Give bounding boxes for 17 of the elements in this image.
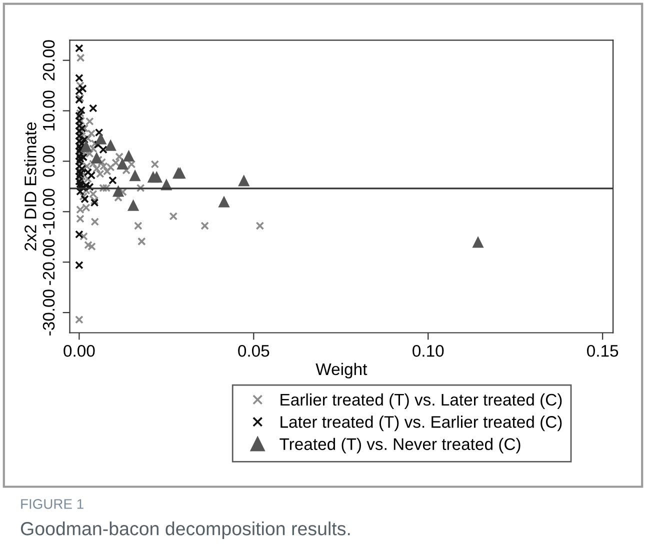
x-axis-title: Weight — [316, 362, 368, 378]
y-tick-label: 0.00 — [42, 146, 55, 177]
x-tick-label: 0.05 — [238, 344, 270, 357]
x-tick-label: 0.00 — [64, 344, 95, 357]
x-tick-label: 0.15 — [587, 344, 618, 357]
legend-label: Earlier treated (T) vs. Later treated (C) — [280, 393, 562, 409]
x-tick-label: 0.10 — [412, 344, 444, 357]
y-axis-title: 2x2 DID Estimate — [24, 122, 36, 250]
y-tick-label: 20.00 — [42, 40, 55, 80]
caption: FIGURE 1 — [21, 499, 84, 509]
y-tick-label: -20.00 — [42, 239, 55, 286]
text: Goodman-bacon decomposition results. — [20, 522, 350, 540]
y-tick-label: 10.00 — [42, 90, 55, 130]
y-tick-label: -10.00 — [42, 188, 55, 235]
legend-label: Treated (T) vs. Never treated (C) — [280, 438, 520, 454]
legend-label: Later treated (T) vs. Earlier treated (C) — [280, 416, 562, 432]
y-tick-label: -30.00 — [42, 290, 55, 336]
